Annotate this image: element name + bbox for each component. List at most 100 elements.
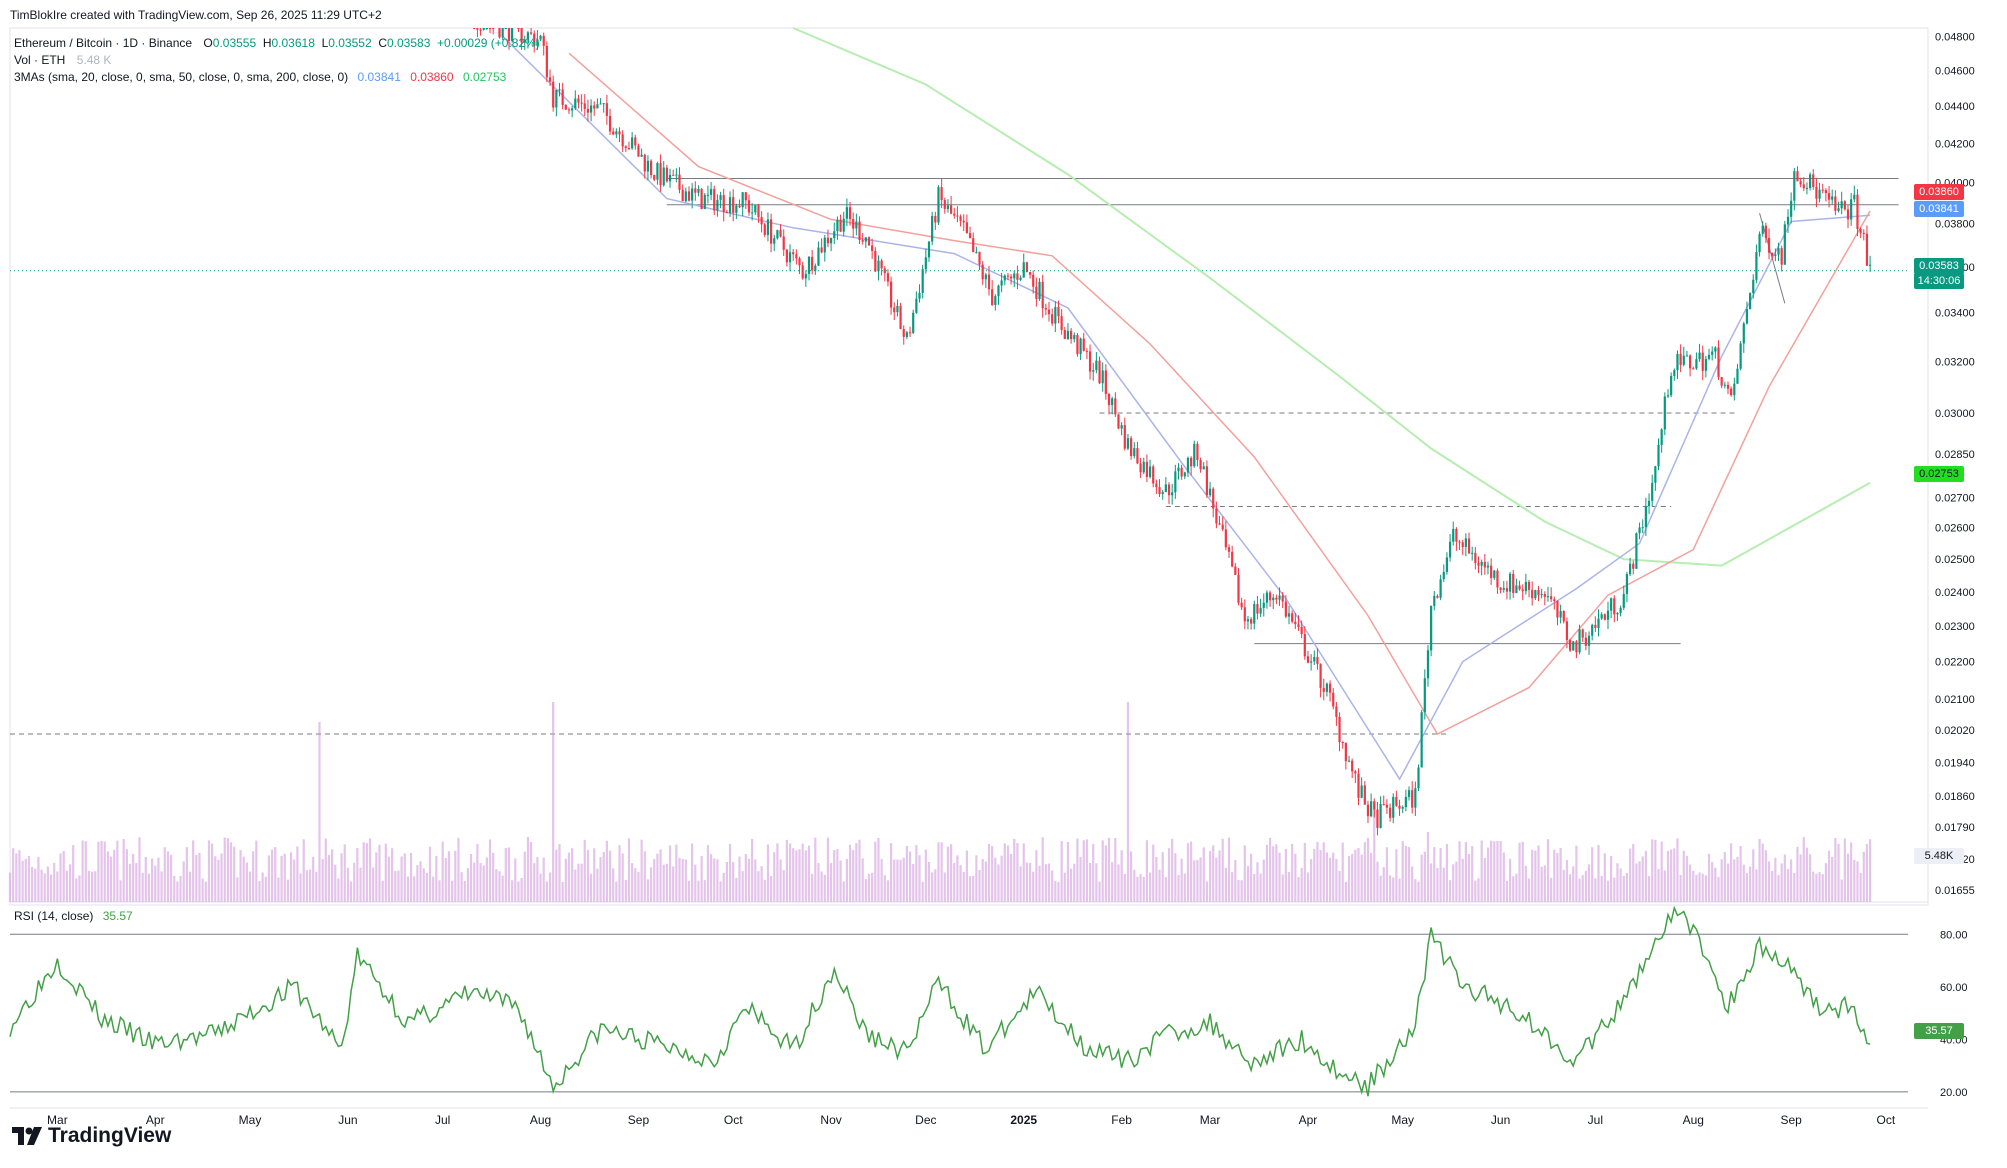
time-tick-label: Jun xyxy=(338,1113,357,1127)
candle-body xyxy=(1843,201,1846,210)
candle xyxy=(1161,489,1164,500)
price-tick-label: 0.04200 xyxy=(1935,138,1975,150)
volume-bar xyxy=(204,881,207,902)
volume-bar xyxy=(1272,846,1275,902)
volume-bar xyxy=(466,868,470,902)
candle xyxy=(1502,580,1505,593)
candle xyxy=(1448,533,1452,562)
candle xyxy=(1701,345,1704,381)
volume-bar xyxy=(324,838,327,902)
candle-body xyxy=(1098,360,1101,384)
volume-bar xyxy=(1433,847,1436,902)
volume-bar xyxy=(1587,864,1591,902)
candle xyxy=(608,108,612,136)
volume-bar xyxy=(125,849,128,902)
ma200-price-tag: 0.02753 xyxy=(1914,466,1964,482)
price-tick-label: 0.02700 xyxy=(1935,492,1975,504)
volume-bar xyxy=(1505,881,1509,902)
candle-body xyxy=(1231,551,1234,567)
tradingview-logo[interactable]: TradingView xyxy=(12,1124,171,1148)
volume-bar xyxy=(416,865,419,902)
price-axis[interactable]: 0.048000.046000.044000.042000.040000.038… xyxy=(1935,31,1975,896)
candle xyxy=(997,284,1000,305)
candle-body xyxy=(1632,563,1635,569)
candle-body xyxy=(1628,563,1632,575)
volume-bar xyxy=(1685,855,1689,902)
volume-bar xyxy=(1190,841,1193,902)
volume-bar xyxy=(526,837,530,902)
volume-legend[interactable]: Vol · ETH 5.48 K xyxy=(14,53,111,67)
rsi-legend[interactable]: RSI (14, close) 35.57 xyxy=(14,909,133,923)
candle xyxy=(1688,354,1692,377)
candle-body xyxy=(1752,279,1755,294)
candle xyxy=(1518,580,1521,591)
volume-bar xyxy=(1512,876,1515,902)
volume-bar xyxy=(801,843,804,902)
candle-body xyxy=(842,218,845,232)
candle-body xyxy=(1594,624,1597,628)
candle xyxy=(1032,270,1035,294)
time-axis[interactable]: Mar Apr May Jun Jul Aug Sep Oct Nov Dec 2025 Feb Mar… xyxy=(47,1113,1896,1127)
volume-bar xyxy=(207,840,211,902)
volume-bar xyxy=(27,856,31,902)
volume-bar xyxy=(599,857,602,902)
mas-label: 3MAs (sma, 20, close, 0, sma, 50, close,… xyxy=(14,70,349,84)
volume-bar xyxy=(1572,866,1575,902)
candle xyxy=(1205,460,1209,498)
candle-body xyxy=(1603,614,1606,620)
candle xyxy=(984,272,987,289)
volume-bar xyxy=(223,837,226,902)
volume-bar xyxy=(779,859,782,902)
volume-bar xyxy=(144,856,147,902)
volume-bar xyxy=(564,858,567,902)
volume-bar xyxy=(349,881,353,902)
volume-bar xyxy=(766,844,770,902)
candle xyxy=(1114,392,1117,417)
candle xyxy=(656,161,659,185)
candle xyxy=(567,107,571,114)
mas-legend[interactable]: 3MAs (sma, 20, close, 0, sma, 50, close,… xyxy=(14,70,506,84)
candle xyxy=(476,28,479,38)
volume-bar xyxy=(387,856,391,902)
volume-bar xyxy=(1793,872,1796,902)
candle xyxy=(1850,192,1853,226)
volume-bar xyxy=(1831,856,1834,902)
candle xyxy=(552,75,555,112)
volume-bar xyxy=(346,867,350,902)
candle-body xyxy=(1862,232,1865,234)
candle xyxy=(1837,201,1840,213)
candle xyxy=(871,238,874,259)
candle-body xyxy=(1250,619,1253,624)
candle xyxy=(1401,805,1404,814)
candle xyxy=(1117,414,1120,430)
candle-body xyxy=(634,137,637,146)
candle-body xyxy=(820,247,823,253)
volume-bar xyxy=(359,867,362,902)
candle-body xyxy=(612,131,615,135)
candle-body xyxy=(1180,467,1183,477)
volume-bar xyxy=(116,840,119,902)
volume-bar xyxy=(81,840,84,902)
candle xyxy=(1467,532,1471,554)
volume-bar xyxy=(198,852,201,902)
candle xyxy=(899,302,902,330)
candle-body xyxy=(1831,196,1834,200)
volume-bar xyxy=(1755,869,1758,902)
candle-body xyxy=(896,305,899,313)
candle xyxy=(1745,301,1749,325)
volume-bar xyxy=(53,862,56,902)
candle-body xyxy=(1332,692,1335,707)
volume-bar xyxy=(1862,851,1865,902)
candle-body xyxy=(1401,807,1404,809)
candle-body xyxy=(1742,323,1745,344)
volume-bar xyxy=(1300,867,1303,902)
volume-bar xyxy=(814,837,817,902)
symbol-legend[interactable]: Ethereum / Bitcoin · 1D · Binance O0.035… xyxy=(14,36,540,50)
candle-body xyxy=(583,103,586,109)
candle xyxy=(564,104,567,111)
candle-body xyxy=(886,273,890,282)
candle-body xyxy=(1385,804,1389,808)
volume-bar xyxy=(432,876,435,902)
